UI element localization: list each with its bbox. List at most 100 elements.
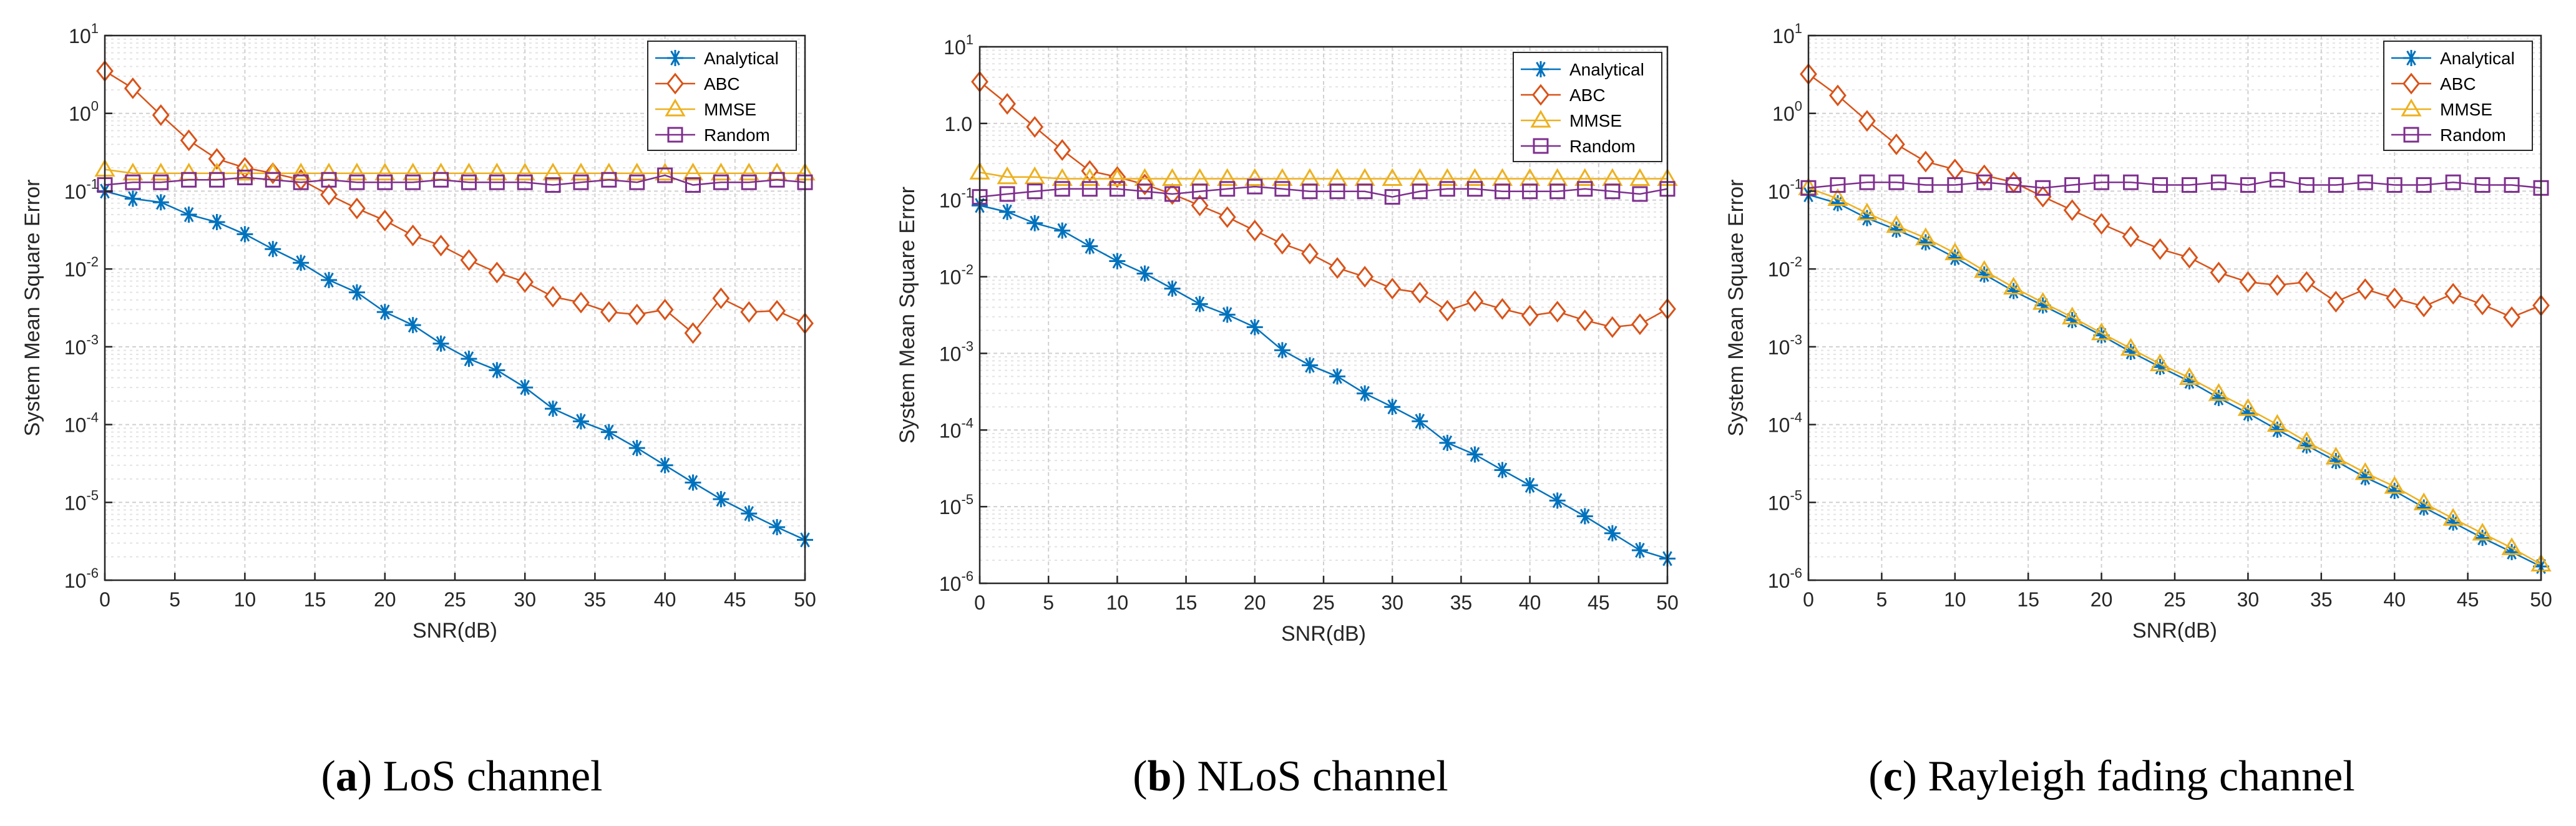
y-tick-label: 1.0 <box>945 113 972 135</box>
y-axis-label: System Mean Square Error <box>895 187 919 444</box>
legend: Analytical ABC MMSE Random <box>1513 52 1662 162</box>
data-point-random <box>349 174 365 190</box>
data-point-analytical <box>1604 525 1621 542</box>
data-point-analytical <box>2328 453 2344 470</box>
series-analytical <box>972 197 1676 567</box>
data-point-mmse <box>1944 242 1966 261</box>
data-point-mmse <box>2325 447 2346 465</box>
legend-marker <box>1533 61 1549 77</box>
data-point-abc <box>2180 246 2198 269</box>
legend-item-abc: ABC <box>2391 72 2476 95</box>
y-tick-label: 10-1 <box>1768 176 1802 203</box>
data-point-analytical <box>1917 234 1934 251</box>
data-point-mmse <box>654 162 676 181</box>
legend-marker <box>1533 138 1549 154</box>
legend-item-analytical: Analytical <box>655 49 779 68</box>
y-tick-label: 10-2 <box>939 262 973 289</box>
data-point-analytical <box>999 203 1016 220</box>
data-point-analytical <box>180 206 197 223</box>
legend-label: Analytical <box>704 49 779 68</box>
legend-marker <box>665 99 686 117</box>
data-point-analytical <box>628 440 645 457</box>
data-point-analytical <box>1946 249 1963 266</box>
data-point-abc <box>1438 299 1456 322</box>
series-abc <box>96 60 814 344</box>
data-point-abc <box>1493 298 1511 320</box>
data-point-analytical <box>348 284 365 301</box>
data-point-abc <box>2474 293 2492 316</box>
x-tick-label: 25 <box>1312 591 1335 614</box>
data-point-mmse <box>1382 168 1403 186</box>
chart-panel-b: 0 5 10 15 20 25 30 35 40 45 50 10-6 10-5 10-4 10-3 10-2… <box>895 32 1679 646</box>
data-point-mmse <box>1437 168 1458 186</box>
caption-c: (c) Rayleigh fading channel <box>1868 752 2355 800</box>
data-point-abc <box>1603 316 1621 338</box>
data-point-random <box>1274 181 1290 197</box>
x-tick-label: 50 <box>794 588 816 611</box>
data-point-abc <box>180 129 198 152</box>
data-point-mmse <box>1915 227 1936 246</box>
legend-marker <box>2403 50 2419 66</box>
data-point-random <box>1466 181 1483 197</box>
data-point-analytical <box>1439 434 1456 451</box>
data-point-mmse <box>2091 322 2112 341</box>
legend-item-analytical: Analytical <box>2391 49 2515 68</box>
y-tick-label: 101 <box>69 21 99 47</box>
data-point-random <box>1136 183 1153 200</box>
data-point-analytical <box>1829 195 1846 211</box>
data-point-random <box>461 174 477 190</box>
data-point-analytical <box>1027 215 1043 231</box>
x-tick-label: 10 <box>1944 588 1966 611</box>
data-point-mmse <box>2413 492 2434 510</box>
data-point-random <box>629 174 645 190</box>
data-point-abc <box>2386 287 2404 309</box>
data-point-abc <box>1887 133 1905 155</box>
data-point-random <box>1247 178 1263 195</box>
x-tick-label: 50 <box>1656 591 1679 614</box>
x-tick-label: 5 <box>1876 588 1888 611</box>
y-tick-label: 10-3 <box>939 338 973 365</box>
data-point-mmse <box>374 162 396 181</box>
legend-label: Random <box>2440 125 2506 145</box>
data-point-random <box>2094 174 2110 190</box>
legend-item-random: Random <box>2391 125 2506 145</box>
data-point-random <box>1054 181 1070 197</box>
data-point-abc <box>1356 266 1374 288</box>
data-point-mmse <box>290 162 311 181</box>
data-point-analytical <box>2269 421 2286 438</box>
data-point-random <box>1329 183 1345 200</box>
legend-label: MMSE <box>704 100 756 119</box>
data-point-random <box>1976 174 1993 190</box>
chart-panel-c: 0 5 10 15 20 25 30 35 40 45 50 10-6 10-5 10-4 10-3 10-2… <box>1724 21 2552 643</box>
legend-item-random: Random <box>1521 137 1636 156</box>
data-point-random <box>657 167 673 183</box>
data-point-random <box>1859 174 1875 190</box>
data-point-random <box>1830 177 1846 193</box>
data-point-abc <box>516 271 534 293</box>
data-point-random <box>2240 177 2256 193</box>
data-point-mmse <box>1574 168 1596 186</box>
data-point-analytical <box>1549 492 1566 509</box>
data-point-mmse <box>2237 398 2259 416</box>
legend-marker <box>2403 72 2420 95</box>
data-point-abc <box>712 287 730 309</box>
data-point-random <box>2006 177 2022 193</box>
data-point-random <box>209 172 225 188</box>
data-point-mmse <box>150 162 172 181</box>
legend-label: Random <box>1569 137 1636 156</box>
data-point-analytical <box>1109 253 1126 270</box>
data-point-analytical <box>656 457 673 474</box>
data-point-random <box>2328 177 2344 193</box>
data-point-analytical <box>545 401 562 417</box>
y-tick-label: 100 <box>69 99 99 125</box>
data-point-mmse <box>2472 522 2493 541</box>
data-point-random <box>999 186 1015 202</box>
data-point-abc <box>1191 194 1209 216</box>
caption-a: (a) LoS channel <box>321 752 603 800</box>
x-tick-label: 20 <box>374 588 396 611</box>
y-tick-label: 10-1 <box>939 185 973 212</box>
legend-marker <box>1532 84 1549 106</box>
data-point-random <box>321 172 337 188</box>
data-point-abc <box>1383 278 1402 300</box>
data-point-random <box>125 174 141 190</box>
